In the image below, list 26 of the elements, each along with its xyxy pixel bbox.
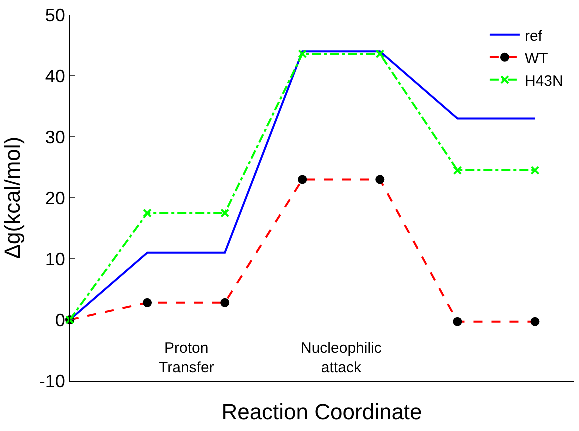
y-tick-label: 0	[55, 310, 66, 330]
legend-label: WT	[524, 50, 548, 68]
y-tick-label: 30	[45, 127, 66, 148]
point	[143, 298, 152, 308]
point	[376, 50, 385, 59]
point	[298, 175, 308, 184]
y-tick-label: 40	[45, 66, 66, 86]
point	[220, 208, 230, 218]
point	[298, 50, 308, 59]
point	[453, 317, 462, 326]
y-axis-title: Δg(kcal/mol)	[0, 136, 25, 260]
x-axis-title: Reaction Coordinate	[222, 399, 422, 424]
y-tick-label: 10	[45, 249, 66, 270]
legend-label: ref	[524, 28, 544, 45]
y-tick-label: -10	[39, 371, 66, 392]
y-tick-label: 20	[45, 188, 66, 208]
point	[143, 208, 152, 218]
point	[376, 175, 385, 184]
point	[530, 317, 540, 326]
legend-label: H43N	[524, 72, 564, 90]
y-tick-label: 50	[45, 5, 66, 26]
annotation: Proton Transfer	[159, 340, 214, 376]
point	[220, 298, 230, 308]
point	[530, 166, 540, 176]
point	[453, 166, 462, 176]
annotation: Nucleophilic attack	[301, 340, 382, 376]
